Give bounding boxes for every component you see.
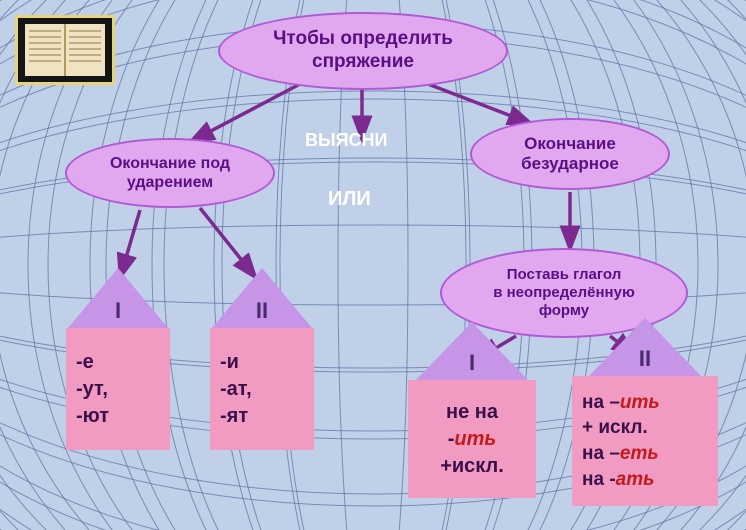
conjugation-house-h2: II -и-ат,-ят bbox=[210, 268, 314, 450]
arrow bbox=[190, 84, 300, 142]
unstressed-ending-ellipse: Окончание безударное bbox=[470, 118, 670, 190]
house-line: на –ить bbox=[582, 390, 708, 416]
house-roof-label: I bbox=[115, 298, 121, 324]
house-body: не на-ить+искл. bbox=[408, 380, 536, 498]
house-roof-label: II bbox=[639, 346, 651, 372]
or-label: ИЛИ bbox=[328, 188, 371, 211]
house-line: -ят bbox=[220, 403, 304, 430]
unstressed-line2: безударное bbox=[521, 154, 619, 174]
house-roof-label: II bbox=[256, 298, 268, 324]
conjugation-house-h3: Iне на-ить+искл. bbox=[408, 322, 536, 498]
stressed-line2: ударением bbox=[110, 173, 230, 192]
house-body: -е-ут,-ют bbox=[66, 328, 170, 450]
house-line: -ют bbox=[76, 403, 160, 430]
house-line: -е bbox=[76, 349, 160, 376]
house-line: -и bbox=[220, 349, 304, 376]
conjugation-house-h1: I -е-ут,-ют bbox=[66, 268, 170, 450]
instruction-line1: Поставь глагол bbox=[493, 266, 635, 284]
house-line: +искл. bbox=[418, 453, 526, 480]
house-line: -ут, bbox=[76, 376, 160, 403]
arrow bbox=[428, 84, 532, 124]
stressed-ending-ellipse: Окончание под ударением bbox=[65, 138, 275, 208]
house-roof: II bbox=[212, 268, 312, 328]
title-line2: спряжение bbox=[273, 51, 453, 74]
house-line: -ат, bbox=[220, 376, 304, 403]
house-body: на –ить+ искл.на –етьна -ать bbox=[572, 376, 718, 506]
house-line: на –еть bbox=[582, 441, 708, 467]
house-line: + искл. bbox=[582, 415, 708, 441]
find-out-label: ВЫЯСНИ bbox=[305, 130, 388, 151]
house-roof-label: I bbox=[469, 350, 475, 376]
unstressed-line1: Окончание bbox=[521, 134, 619, 154]
title-line1: Чтобы определить bbox=[273, 28, 453, 51]
house-line: на -ать bbox=[582, 467, 708, 493]
title-ellipse: Чтобы определить спряжение bbox=[218, 12, 508, 90]
conjugation-house-h4: II на –ить+ искл.на –етьна -ать bbox=[572, 318, 718, 506]
house-body: -и-ат,-ят bbox=[210, 328, 314, 450]
house-line: не на bbox=[418, 399, 526, 426]
house-roof: I bbox=[68, 268, 168, 328]
instruction-line2: в неопределённую bbox=[493, 284, 635, 302]
house-line: -ить bbox=[418, 426, 526, 453]
house-roof: I bbox=[416, 322, 528, 380]
house-roof: II bbox=[589, 318, 701, 376]
stressed-line1: Окончание под bbox=[110, 154, 230, 173]
